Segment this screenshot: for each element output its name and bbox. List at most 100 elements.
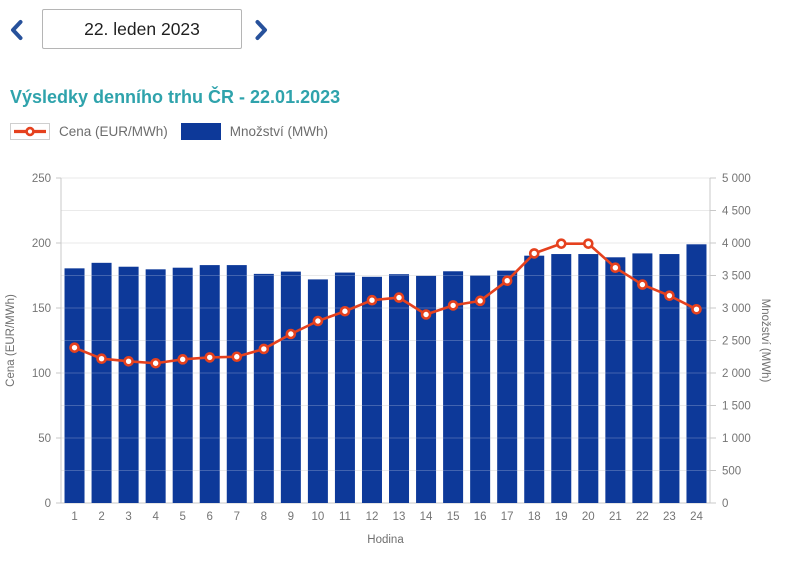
right-tick-label: 1 500 xyxy=(722,401,751,413)
x-tick-label-hour-23: 23 xyxy=(663,511,676,523)
line-marker-icon xyxy=(14,126,46,137)
x-axis-title: Hodina xyxy=(367,534,404,546)
x-tick-label-hour-18: 18 xyxy=(528,511,541,523)
price-point-hour-12[interactable] xyxy=(366,294,378,306)
right-tick-label: 2 000 xyxy=(722,368,751,380)
legend-item-quantity[interactable]: Množství (MWh) xyxy=(180,123,329,140)
price-point-hour-6[interactable] xyxy=(204,352,216,363)
right-tick-label: 3 000 xyxy=(722,303,751,315)
price-point-hour-1[interactable] xyxy=(69,342,80,353)
x-tick-label-hour-19: 19 xyxy=(555,511,568,523)
price-point-hour-8[interactable] xyxy=(258,343,270,355)
left-tick-label: 200 xyxy=(32,238,51,250)
price-point-hour-3[interactable] xyxy=(123,356,134,367)
price-point-hour-23[interactable] xyxy=(664,290,675,301)
x-tick-label-hour-24: 24 xyxy=(690,511,703,523)
right-tick-label: 0 xyxy=(722,498,728,510)
bar-hour-6[interactable] xyxy=(199,265,220,503)
x-tick-label-hour-17: 17 xyxy=(501,511,514,523)
left-tick-label: 250 xyxy=(32,173,51,185)
left-axis-title: Cena (EUR/MWh) xyxy=(5,294,17,387)
bar-hour-24[interactable] xyxy=(686,244,707,504)
x-tick-label-hour-1: 1 xyxy=(71,511,77,523)
legend-label-price: Cena (EUR/MWh) xyxy=(59,124,168,139)
price-point-hour-10[interactable] xyxy=(312,315,324,327)
x-tick-label-hour-22: 22 xyxy=(636,511,649,523)
bar-hour-17[interactable] xyxy=(497,270,518,503)
left-tick-label: 150 xyxy=(32,303,51,315)
bar-hour-12[interactable] xyxy=(361,276,382,503)
price-point-hour-18[interactable] xyxy=(528,248,540,259)
bar-hour-5[interactable] xyxy=(172,267,193,503)
left-tick-label: 100 xyxy=(32,368,51,380)
bar-hour-1[interactable] xyxy=(64,268,85,503)
price-point-hour-14[interactable] xyxy=(420,309,432,320)
price-point-hour-19[interactable] xyxy=(555,238,567,249)
x-tick-label-hour-16: 16 xyxy=(474,511,487,523)
left-tick-label: 0 xyxy=(45,498,51,510)
x-tick-label-hour-2: 2 xyxy=(98,511,104,523)
price-point-hour-17[interactable] xyxy=(501,275,513,286)
price-point-hour-2[interactable] xyxy=(96,353,107,364)
right-axis-title: Množství (MWh) xyxy=(759,299,771,383)
x-tick-label-hour-4: 4 xyxy=(152,511,159,523)
x-tick-label-hour-3: 3 xyxy=(125,511,131,523)
price-point-hour-11[interactable] xyxy=(339,305,351,317)
price-point-hour-13[interactable] xyxy=(393,292,405,303)
legend-item-price[interactable]: Cena (EUR/MWh) xyxy=(10,123,168,140)
page-title: Výsledky denního trhu ČR - 22.01.2023 xyxy=(10,87,341,107)
chart-area: 0 50 100 150 200 250 0 500 1 000 1 500 2 000 2 500 3… xyxy=(0,160,798,565)
bar-hour-10[interactable] xyxy=(307,279,328,503)
bar-hour-14[interactable] xyxy=(416,275,437,503)
price-point-hour-21[interactable] xyxy=(610,262,621,273)
x-tick-label-hour-13: 13 xyxy=(393,511,406,523)
right-tick-label: 4 000 xyxy=(722,238,751,250)
x-tick-label-hour-11: 11 xyxy=(339,511,351,523)
bar-hour-20[interactable] xyxy=(578,254,599,503)
bar-hour-4[interactable] xyxy=(145,269,166,503)
bar-hour-13[interactable] xyxy=(389,274,410,503)
x-tick-label-hour-9: 9 xyxy=(288,511,294,523)
right-tick-label: 2 500 xyxy=(722,336,751,348)
date-picker-field[interactable]: 22. leden 2023 xyxy=(42,9,242,49)
chart-legend: Cena (EUR/MWh) Množství (MWh) xyxy=(10,123,328,140)
right-tick-label: 5 000 xyxy=(722,173,751,185)
bar-hour-22[interactable] xyxy=(632,253,653,503)
x-tick-label-hour-10: 10 xyxy=(311,511,324,523)
legend-label-quantity: Množství (MWh) xyxy=(229,124,329,139)
x-tick-label-hour-15: 15 xyxy=(447,511,460,523)
price-point-hour-24[interactable] xyxy=(691,304,702,315)
price-point-hour-9[interactable] xyxy=(285,328,297,340)
x-tick-label-hour-12: 12 xyxy=(366,511,379,523)
bar-hour-16[interactable] xyxy=(470,275,491,504)
bar-hour-19[interactable] xyxy=(551,254,572,503)
price-point-hour-15[interactable] xyxy=(447,300,459,311)
bar-hour-2[interactable] xyxy=(91,262,112,503)
next-day-button[interactable] xyxy=(252,19,270,41)
price-point-hour-5[interactable] xyxy=(177,354,188,365)
right-tick-label: 4 500 xyxy=(722,206,751,218)
price-point-hour-7[interactable] xyxy=(231,351,243,363)
right-tick-label: 1 000 xyxy=(722,433,751,445)
price-point-hour-20[interactable] xyxy=(583,238,594,249)
x-tick-label-hour-8: 8 xyxy=(261,511,267,523)
bar-hour-8[interactable] xyxy=(253,273,274,503)
bar-hour-18[interactable] xyxy=(524,255,545,503)
bar-hour-23[interactable] xyxy=(659,254,680,503)
price-point-hour-22[interactable] xyxy=(637,279,648,290)
bar-hour-3[interactable] xyxy=(118,266,139,503)
x-tick-label-hour-14: 14 xyxy=(420,511,433,523)
bar-hour-11[interactable] xyxy=(334,272,355,503)
bar-hour-15[interactable] xyxy=(443,271,464,503)
bar-hour-21[interactable] xyxy=(605,257,626,503)
price-point-hour-16[interactable] xyxy=(474,295,486,307)
price-point-hour-4[interactable] xyxy=(150,357,161,369)
x-tick-label-hour-7: 7 xyxy=(234,511,240,523)
price-line xyxy=(74,242,698,365)
chevron-right-icon xyxy=(255,20,267,40)
bar-hour-7[interactable] xyxy=(226,265,247,503)
previous-day-button[interactable] xyxy=(8,19,26,41)
bar-hour-9[interactable] xyxy=(280,271,301,503)
x-tick-label-hour-20: 20 xyxy=(582,511,595,523)
